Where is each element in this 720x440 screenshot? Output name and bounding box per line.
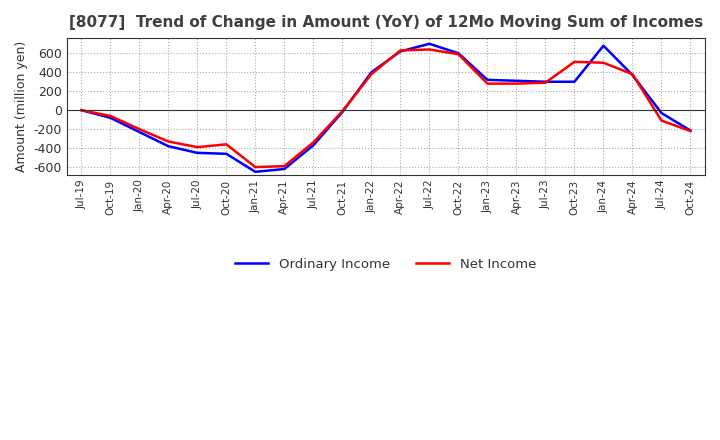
Net Income: [193, 144, 202, 150]
Ordinary Income: [251, 169, 260, 175]
Net Income: [483, 81, 492, 86]
Net Income: [164, 139, 173, 144]
Net Income: [338, 109, 347, 114]
Net Income: [686, 128, 695, 134]
Net Income: [106, 113, 114, 118]
Ordinary Income: [483, 77, 492, 82]
Net Income: [512, 81, 521, 86]
Ordinary Income: [657, 110, 666, 116]
Ordinary Income: [77, 107, 86, 113]
Net Income: [425, 47, 433, 52]
Net Income: [628, 72, 636, 77]
Ordinary Income: [599, 43, 608, 48]
Ordinary Income: [135, 129, 143, 135]
Ordinary Income: [193, 150, 202, 155]
Ordinary Income: [367, 70, 376, 75]
Net Income: [657, 118, 666, 123]
Net Income: [222, 142, 230, 147]
Ordinary Income: [338, 110, 347, 115]
Ordinary Income: [396, 49, 405, 54]
Net Income: [135, 127, 143, 132]
Net Income: [599, 60, 608, 66]
Ordinary Income: [454, 51, 463, 56]
Y-axis label: Amount (million yen): Amount (million yen): [15, 41, 28, 172]
Net Income: [367, 72, 376, 77]
Line: Net Income: Net Income: [81, 49, 690, 167]
Ordinary Income: [686, 128, 695, 133]
Ordinary Income: [628, 73, 636, 78]
Ordinary Income: [106, 115, 114, 121]
Ordinary Income: [309, 143, 318, 148]
Net Income: [396, 48, 405, 53]
Legend: Ordinary Income, Net Income: Ordinary Income, Net Income: [230, 252, 541, 276]
Line: Ordinary Income: Ordinary Income: [81, 44, 690, 172]
Net Income: [541, 80, 550, 85]
Ordinary Income: [222, 151, 230, 157]
Net Income: [570, 59, 579, 64]
Ordinary Income: [541, 79, 550, 84]
Ordinary Income: [570, 79, 579, 84]
Net Income: [309, 140, 318, 145]
Title: [8077]  Trend of Change in Amount (YoY) of 12Mo Moving Sum of Incomes: [8077] Trend of Change in Amount (YoY) o…: [69, 15, 703, 30]
Ordinary Income: [164, 143, 173, 149]
Ordinary Income: [425, 41, 433, 47]
Net Income: [251, 165, 260, 170]
Net Income: [77, 107, 86, 113]
Ordinary Income: [280, 166, 289, 172]
Net Income: [454, 51, 463, 57]
Net Income: [280, 164, 289, 169]
Ordinary Income: [512, 78, 521, 84]
